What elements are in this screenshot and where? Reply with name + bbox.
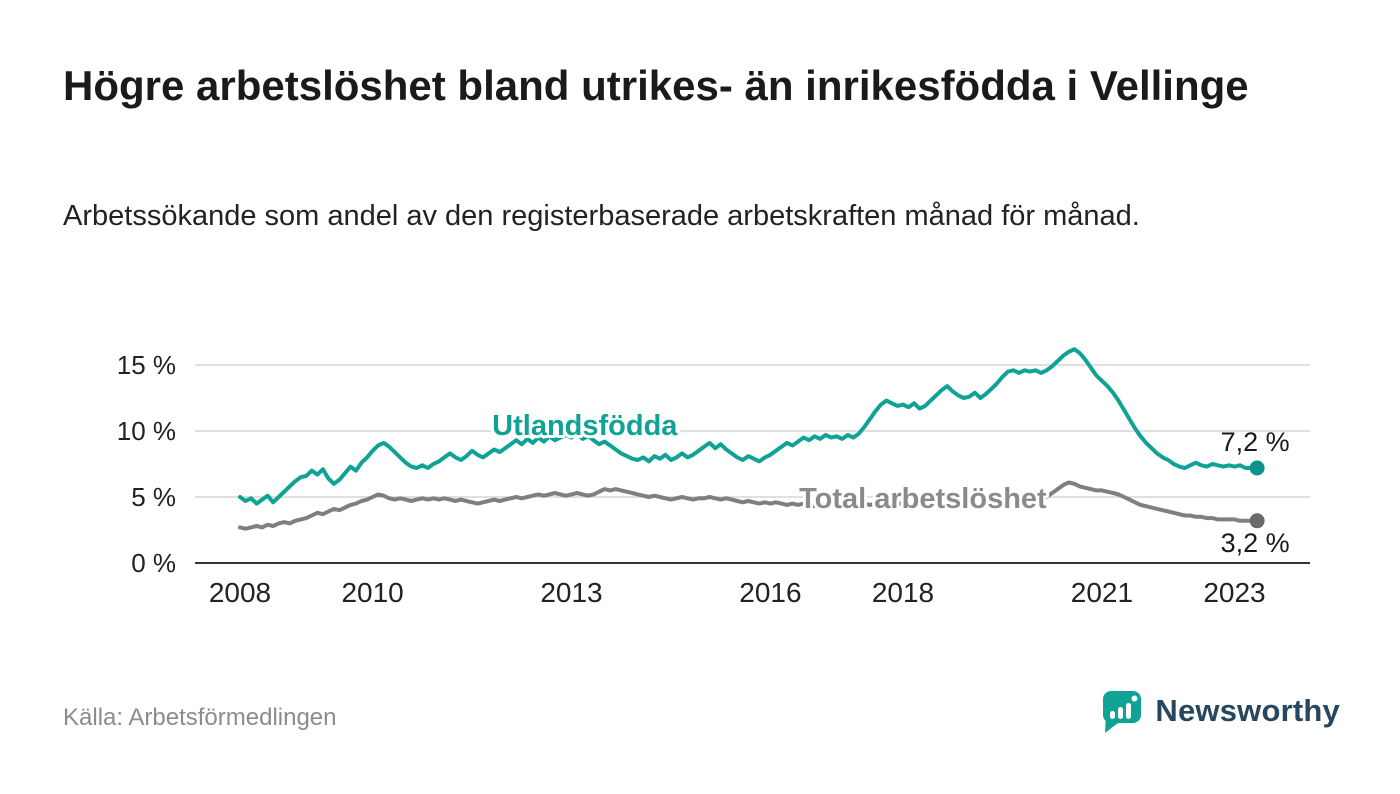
series-line-0 bbox=[238, 347, 1254, 506]
y-tick-label: 10 % bbox=[117, 416, 176, 446]
y-tick-label: 0 % bbox=[131, 548, 176, 578]
page-title: Högre arbetslöshet bland utrikes- än inr… bbox=[63, 62, 1249, 109]
x-tick-label: 2016 bbox=[739, 577, 801, 608]
logo-bar-tall bbox=[1126, 703, 1132, 719]
newsworthy-wordmark: Newsworthy bbox=[1155, 693, 1340, 728]
series-label-1: Total arbetslöshet bbox=[799, 483, 1047, 515]
series-label-0: Utlandsfödda bbox=[492, 410, 678, 442]
newsworthy-icon bbox=[1103, 691, 1142, 733]
x-tick-label: 2021 bbox=[1071, 577, 1133, 608]
x-tick-label: 2023 bbox=[1203, 577, 1265, 608]
series-line-1 bbox=[238, 480, 1254, 531]
x-tick-label: 2013 bbox=[540, 577, 602, 608]
logo-dot bbox=[1131, 695, 1138, 702]
logo-bar-medium bbox=[1118, 707, 1124, 719]
newsworthy-logo: Newsworthy bbox=[1098, 688, 1340, 734]
chart-canvas: 0 % 5 % 10 % 15 % 2008 2010 2013 2016 2018 2021 20… bbox=[117, 347, 1310, 608]
logo-bar-small bbox=[1110, 711, 1116, 719]
series-end-value-label-1: 3,2 % bbox=[1221, 528, 1290, 558]
page-subtitle: Arbetssökande som andel av den registerb… bbox=[63, 200, 1140, 232]
x-tick-label: 2018 bbox=[872, 577, 934, 608]
y-tick-label: 5 % bbox=[131, 482, 176, 512]
line-chart: 0 % 5 % 10 % 15 % 2008 2010 2013 2016 2018 2021 20… bbox=[0, 330, 1400, 625]
x-tick-label: 2010 bbox=[341, 577, 403, 608]
series-end-dot-0 bbox=[1249, 460, 1265, 476]
series-end-value-label-0: 7,2 % bbox=[1221, 427, 1290, 457]
y-tick-label: 15 % bbox=[117, 350, 176, 380]
x-tick-label: 2008 bbox=[209, 577, 271, 608]
series-end-dot-1 bbox=[1249, 513, 1265, 529]
logo-bubble-tail bbox=[1105, 715, 1119, 733]
source-note: Källa: Arbetsförmedlingen bbox=[63, 704, 337, 731]
